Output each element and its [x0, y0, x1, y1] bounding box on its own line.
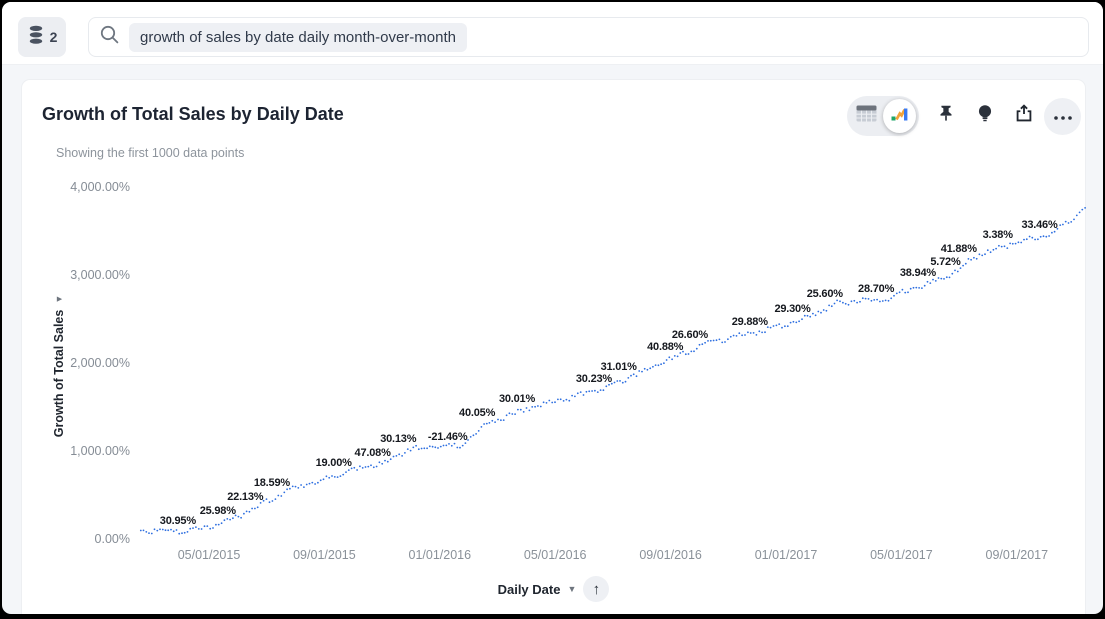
y-axis-ticks: 0.00% 1,000.00% 2,000.00% 3,000.00% 4,000.00… [22, 180, 130, 546]
point-label: 22.13% [227, 491, 264, 503]
point-label: 30.23% [575, 372, 612, 385]
pin-icon [935, 103, 957, 130]
point-label: 33.46% [1021, 218, 1058, 231]
x-axis-tick: 01/01/2016 [408, 548, 472, 562]
point-label: 40.88% [647, 340, 684, 353]
point-label: 30.01% [498, 393, 536, 406]
x-axis-tick: 05/01/2015 [177, 548, 241, 562]
database-icon [27, 25, 45, 50]
x-axis-control: Daily Date ▼ ↑ [22, 576, 1085, 602]
point-label: 5.72% [930, 255, 961, 268]
data-source-count: 2 [49, 29, 58, 45]
y-axis-tick: 4,000.00% [70, 180, 130, 194]
chart-title: Growth of Total Sales by Daily Date [42, 104, 344, 124]
x-axis-tick: 01/01/2017 [754, 548, 818, 562]
top-bar: 2 growth of sales by date daily month-ov… [2, 2, 1103, 65]
x-axis-tick: 05/01/2017 [870, 548, 933, 562]
ellipsis-icon [1053, 107, 1072, 125]
arrow-up-icon: ↑ [592, 580, 601, 598]
x-axis-label[interactable]: Daily Date [497, 581, 561, 597]
data-points-notice: Showing the first 1000 data points [56, 146, 245, 160]
point-label: 25.60% [806, 287, 843, 300]
plot-area[interactable]: 30.95% 25.98% 22.13% 18.59% 19.00% 47.08% 30.1… [137, 182, 1087, 562]
point-label: 30.95% [159, 515, 196, 528]
x-axis-tick: 05/01/2016 [523, 548, 587, 562]
x-axis-tick: 09/01/2016 [639, 548, 702, 562]
point-label: 29.88% [731, 316, 768, 329]
point-label: 25.98% [199, 505, 236, 518]
point-label: 41.88% [940, 242, 977, 255]
point-label: 47.08% [354, 447, 391, 460]
point-label: 38.94% [899, 267, 936, 280]
point-label: 18.59% [253, 476, 290, 489]
table-icon [856, 105, 877, 127]
table-view-button[interactable] [850, 99, 883, 133]
point-label: 3.38% [982, 228, 1013, 241]
y-axis-tick: 1,000.00% [70, 444, 130, 458]
y-axis-tick: 3,000.00% [70, 268, 130, 282]
y-axis-tick: 0.00% [94, 532, 130, 546]
point-label: 28.70% [858, 282, 895, 295]
share-icon [1013, 103, 1035, 130]
share-button[interactable] [1005, 98, 1042, 135]
chart-icon [890, 104, 909, 128]
point-label: -21.46% [427, 430, 468, 443]
sort-ascending-button[interactable]: ↑ [583, 576, 610, 602]
lightbulb-icon [974, 103, 996, 130]
point-label: 31.01% [600, 361, 637, 374]
spotiq-insights-button[interactable] [966, 98, 1003, 135]
point-label: 30.13% [380, 433, 417, 446]
more-options-button[interactable] [1044, 97, 1081, 135]
search-query-token[interactable]: growth of sales by date daily month-over… [129, 22, 467, 52]
point-label: 19.00% [315, 457, 352, 470]
point-label: 26.60% [671, 329, 708, 341]
search-bar[interactable]: growth of sales by date daily month-over… [88, 17, 1089, 57]
y-axis-tick: 2,000.00% [70, 356, 130, 370]
answer-card: Growth of Total Sales by Daily Date Show… [22, 80, 1087, 614]
x-axis-tick: 09/01/2015 [293, 548, 356, 562]
point-label: 40.05% [459, 407, 496, 420]
x-axis-tick: 09/01/2017 [985, 548, 1049, 562]
pin-button[interactable] [927, 98, 964, 135]
search-icon [99, 24, 120, 50]
data-sources-button[interactable]: 2 [18, 17, 66, 57]
point-label: 29.30% [774, 303, 811, 316]
answer-toolbar [847, 96, 1081, 136]
x-axis-caret-icon[interactable]: ▼ [567, 583, 577, 594]
chart-view-button[interactable] [883, 99, 916, 133]
view-toggle[interactable] [847, 96, 919, 136]
